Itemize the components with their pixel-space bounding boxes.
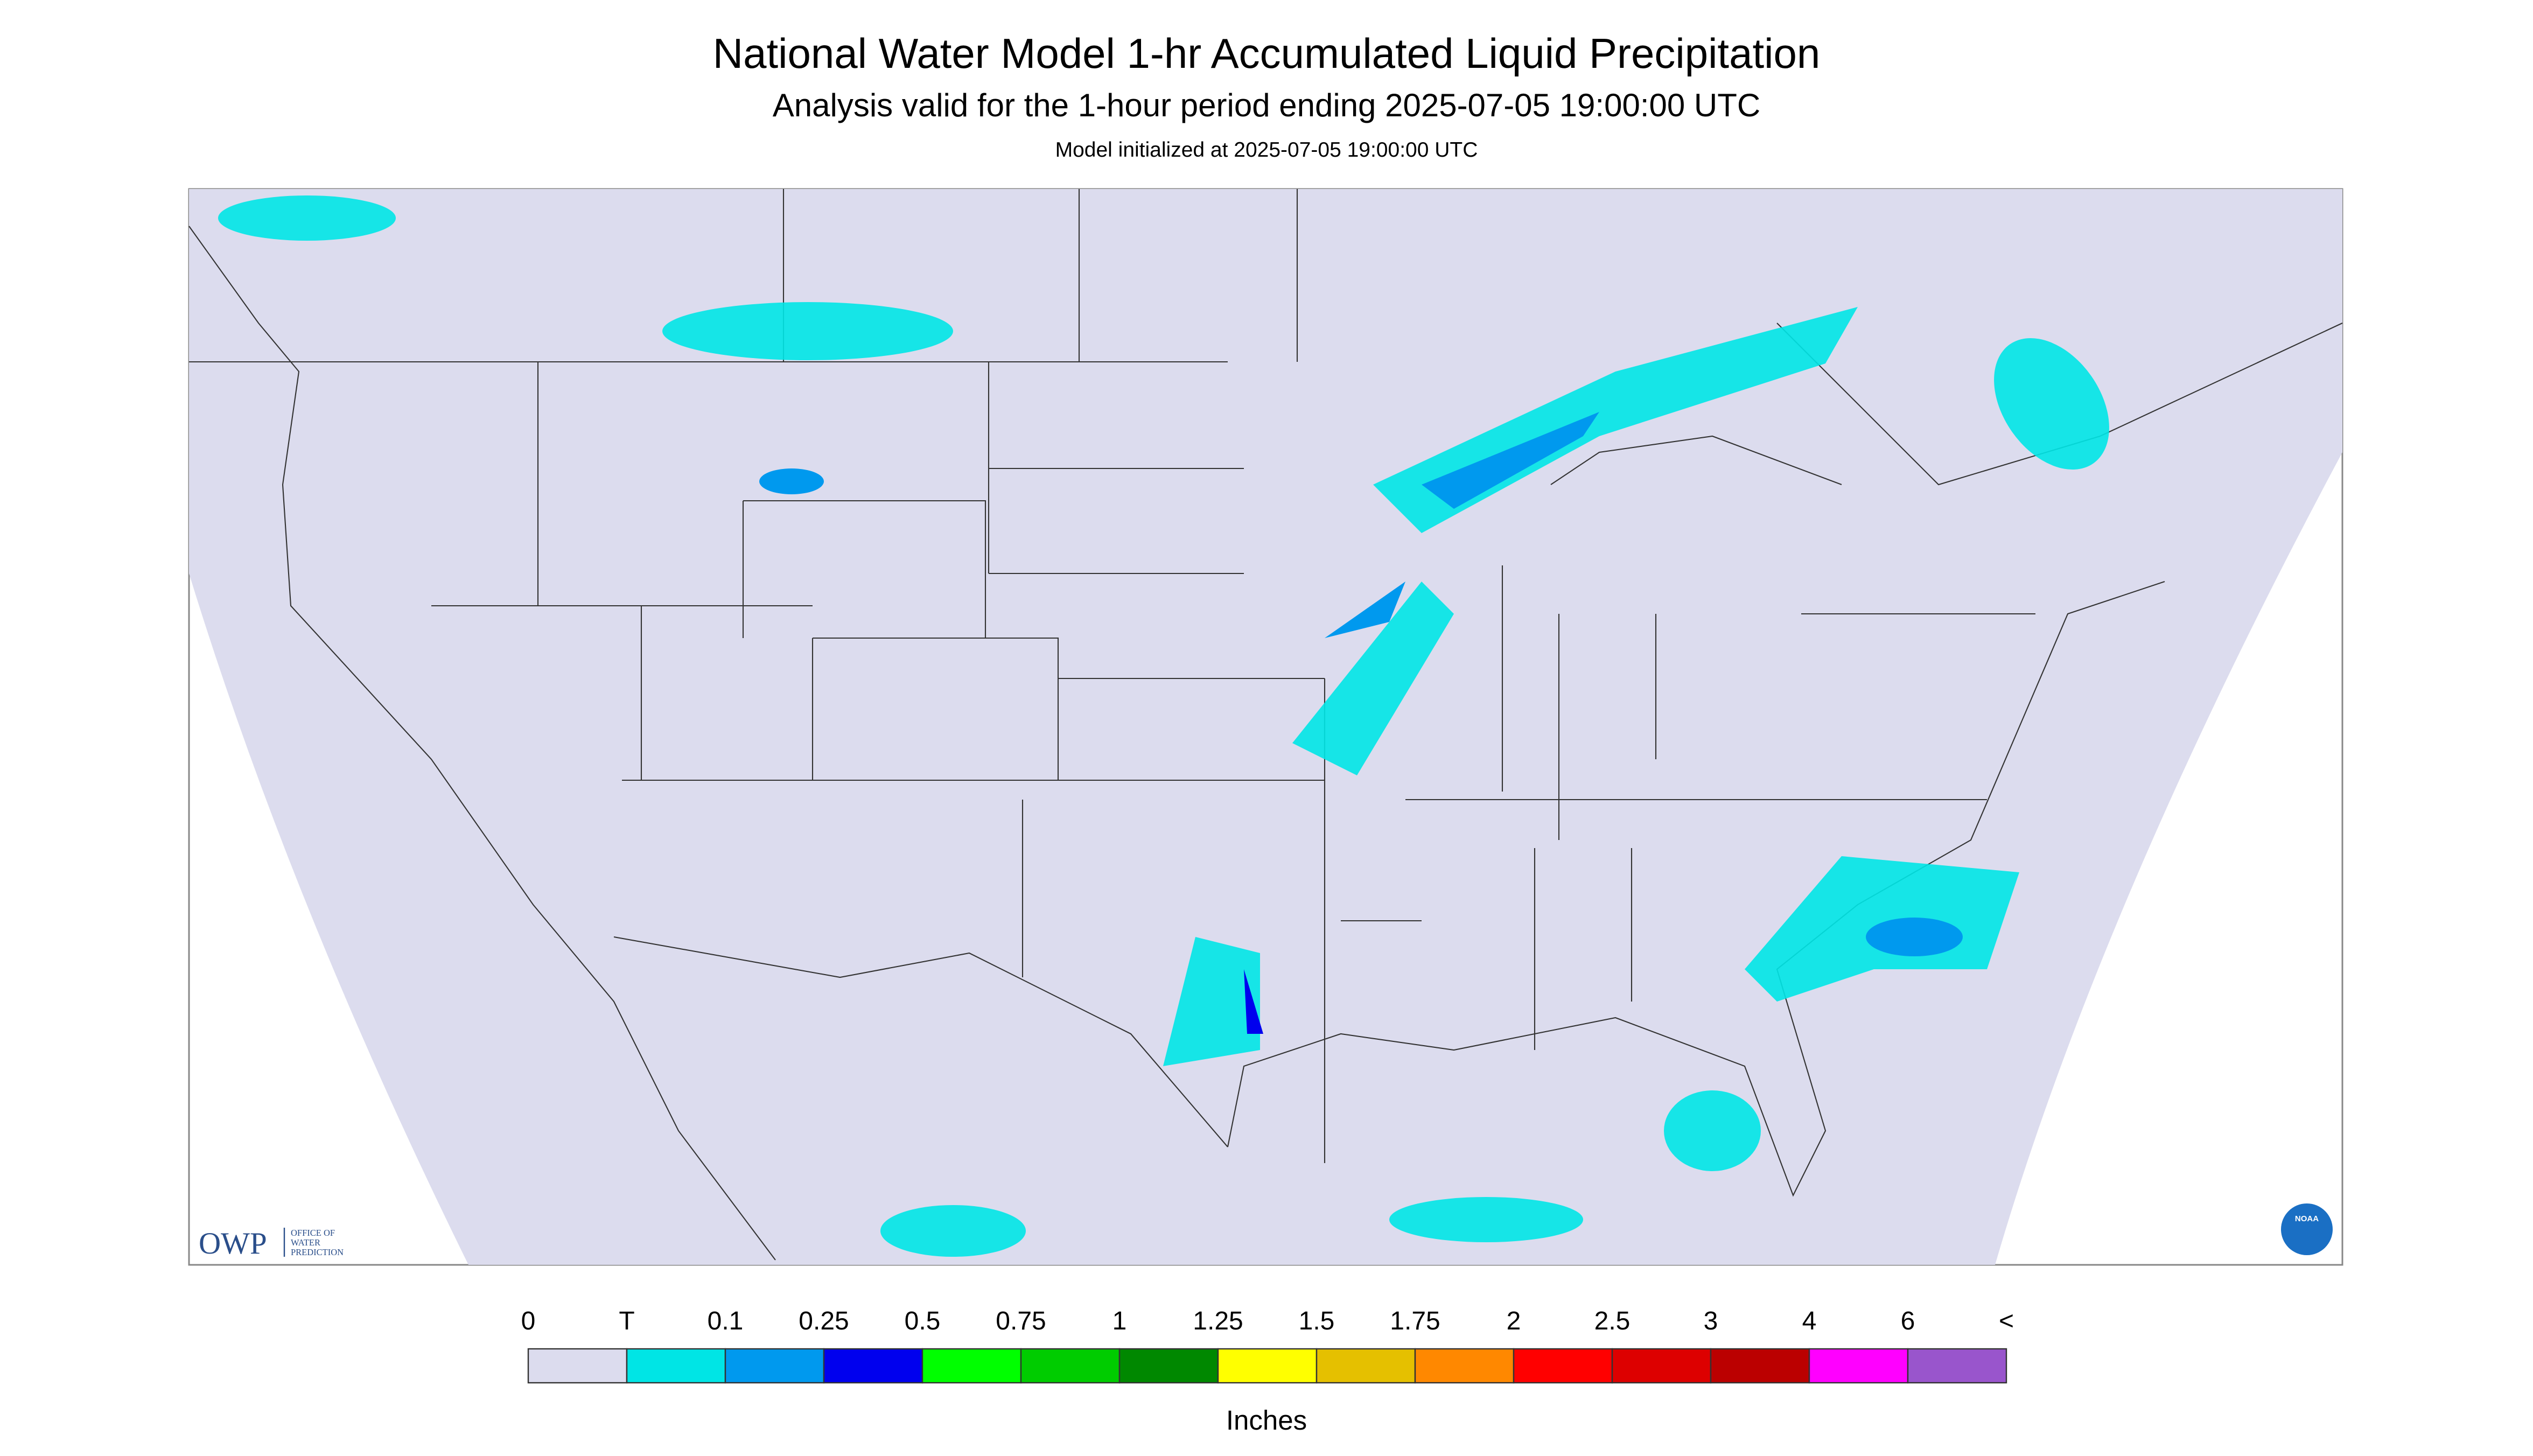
legend-label: 0.25 bbox=[799, 1307, 849, 1335]
legend-swatch bbox=[1611, 1348, 1712, 1384]
legend-label: 0.1 bbox=[708, 1307, 744, 1335]
legend-swatch bbox=[1118, 1348, 1219, 1384]
legend-label: 0 bbox=[521, 1307, 536, 1335]
legend-label: 3 bbox=[1704, 1307, 1718, 1335]
legend-label: 1 bbox=[1112, 1307, 1127, 1335]
legend-swatch bbox=[1907, 1348, 2007, 1384]
logo-acronym: OWP bbox=[199, 1227, 267, 1261]
legend: 0 T 0.1 0.25 0.5 0.75 1 1.25 1.5 1.75 2 2.5 3 4 6 < bbox=[521, 1307, 2014, 1384]
legend-swatch bbox=[1414, 1348, 1515, 1384]
precipitation bbox=[218, 195, 2109, 1257]
logo-name: WATER bbox=[291, 1237, 320, 1248]
noaa-logo bbox=[2281, 1203, 2333, 1256]
legend-label: 0.5 bbox=[905, 1307, 941, 1335]
legend-swatch bbox=[1020, 1348, 1121, 1384]
noaa-text: NOAA bbox=[2295, 1214, 2319, 1223]
legend-swatch bbox=[626, 1348, 726, 1384]
legend-label: 0.75 bbox=[996, 1307, 1046, 1335]
legend-swatch bbox=[724, 1348, 825, 1384]
init-note: Model initialized at 2025-07-05 19:00:00… bbox=[1055, 138, 1478, 162]
legend-label: < bbox=[1999, 1307, 2014, 1335]
legend-label: 1.25 bbox=[1193, 1307, 1243, 1335]
legend-swatch bbox=[1513, 1348, 1613, 1384]
legend-swatch bbox=[823, 1348, 923, 1384]
legend-label: 6 bbox=[1901, 1307, 1915, 1335]
legend-label: T bbox=[619, 1307, 634, 1335]
legend-swatch bbox=[1808, 1348, 1909, 1384]
subtitle: Analysis valid for the 1-hour period end… bbox=[773, 87, 1760, 123]
legend-label: 2.5 bbox=[1594, 1307, 1631, 1335]
title: National Water Model 1-hr Accumulated Li… bbox=[713, 30, 1821, 77]
logo-name: PREDICTION bbox=[291, 1247, 344, 1257]
legend-swatch bbox=[1217, 1348, 1318, 1384]
model-domain bbox=[189, 189, 2342, 1265]
map: OWP OFFICE OF WATER PREDICTION NOAA bbox=[188, 188, 2343, 1266]
legend-label: 1.75 bbox=[1390, 1307, 1440, 1335]
logo-name: OFFICE OF bbox=[291, 1228, 335, 1238]
legend-swatch bbox=[1710, 1348, 1810, 1384]
legend-label: 2 bbox=[1507, 1307, 1521, 1335]
legend-swatch bbox=[527, 1348, 628, 1384]
legend-label: 1.5 bbox=[1299, 1307, 1335, 1335]
legend-swatch bbox=[1316, 1348, 1416, 1384]
legend-unit: Inches bbox=[1226, 1405, 1307, 1436]
borders bbox=[188, 189, 2343, 1261]
legend-label: 4 bbox=[1802, 1307, 1817, 1335]
legend-swatch bbox=[921, 1348, 1022, 1384]
